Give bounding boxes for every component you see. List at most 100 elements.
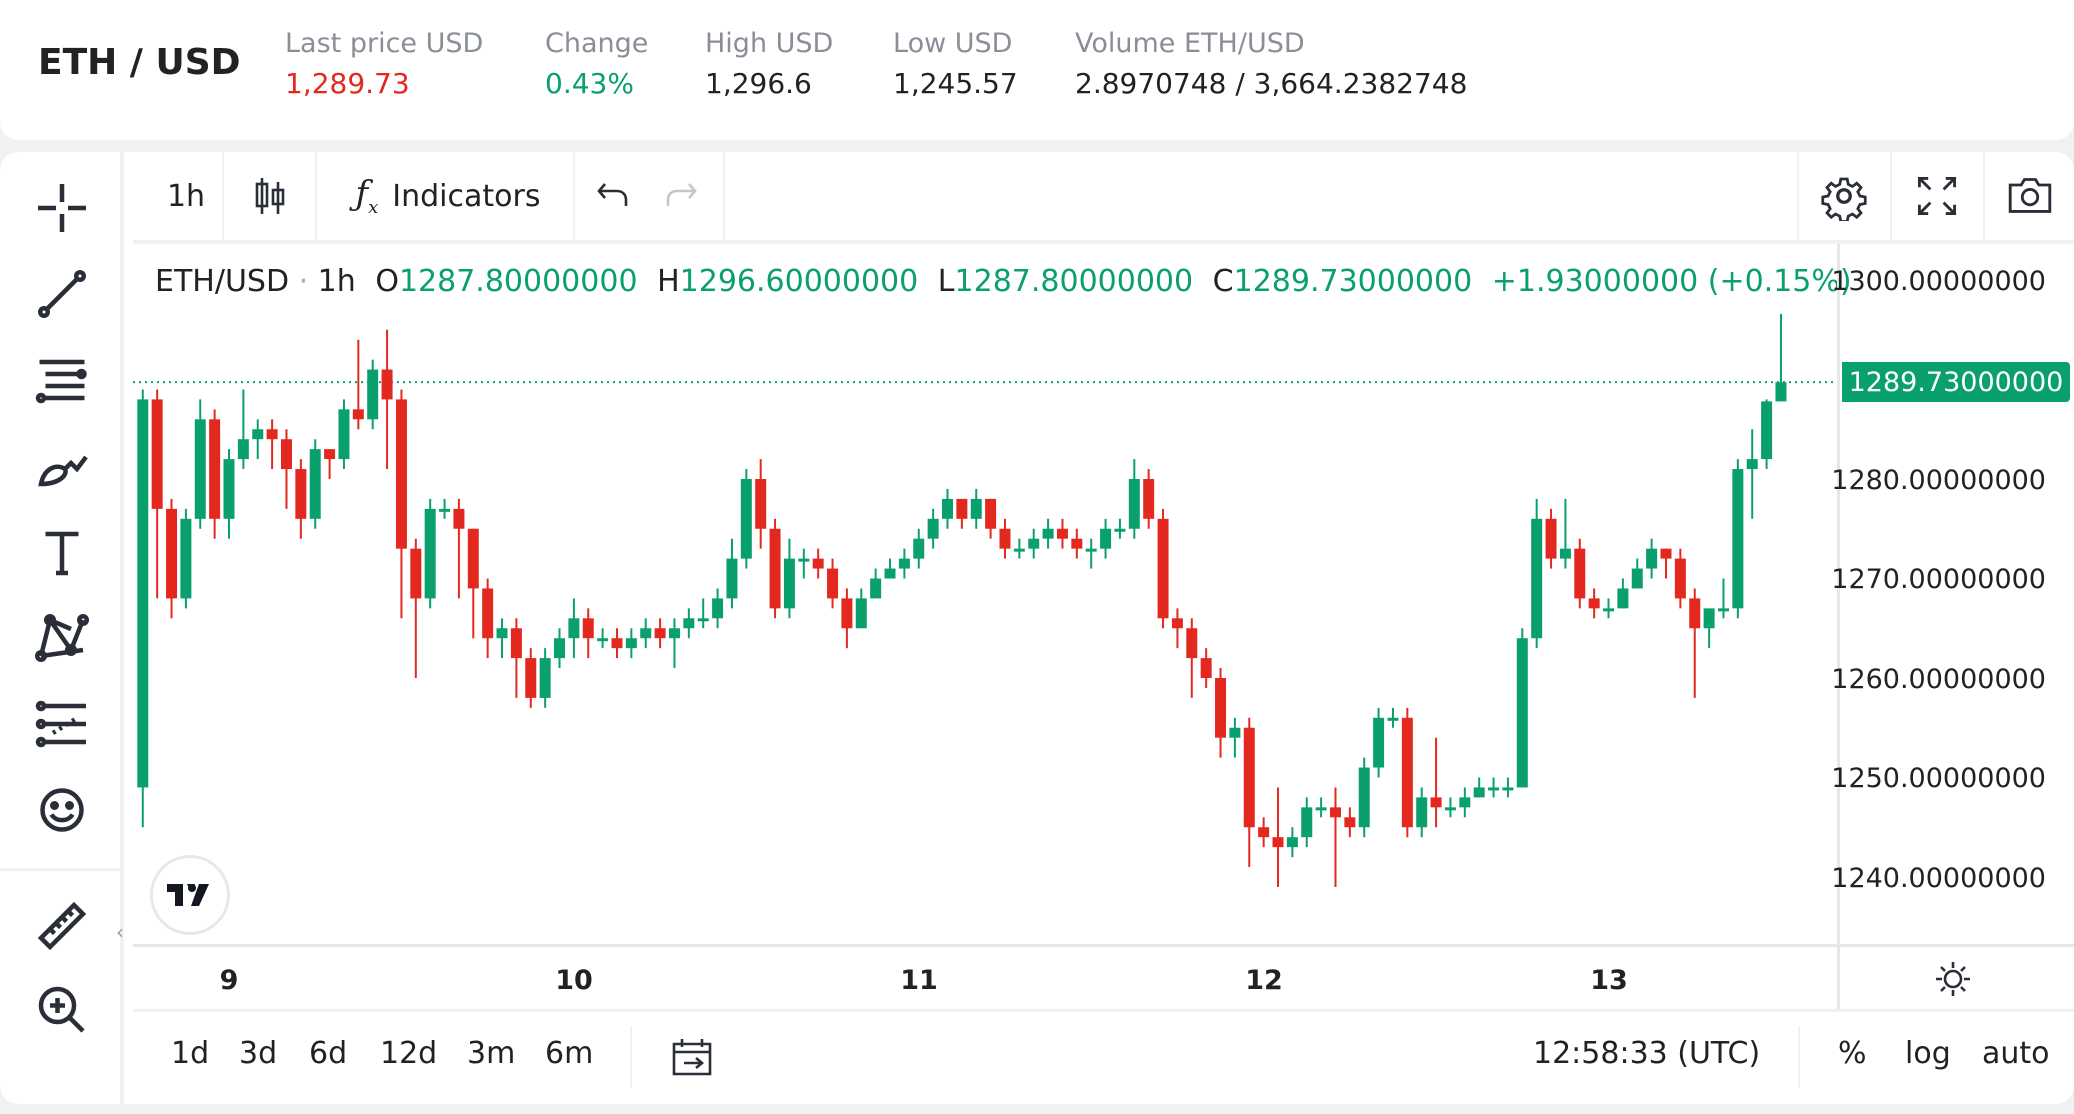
candle-body [395, 399, 407, 549]
candle-body [194, 419, 206, 519]
theme-toggle-sun-icon[interactable] [1933, 959, 1973, 999]
brush-icon[interactable] [30, 434, 94, 498]
ohlc-legend: ETH/USD · 1h O1287.80000000 H1296.600000… [155, 264, 1852, 299]
candle-body [611, 638, 623, 649]
redo-icon [666, 183, 697, 206]
candle-body [1085, 548, 1097, 552]
candle-body [1459, 797, 1471, 808]
legend-open: 1287.80000000 [398, 264, 638, 299]
candle-body [209, 419, 221, 519]
candle-body [1516, 638, 1528, 788]
candle-body [554, 638, 566, 659]
stat-last-price: Last price USD 1,289.73 [285, 28, 484, 100]
candle-body [1258, 827, 1270, 838]
price-tick: 1280.00000000 [1831, 465, 2046, 496]
range-6m[interactable]: 6m [545, 1036, 594, 1071]
trend-line-icon[interactable] [30, 262, 94, 326]
candle-body [884, 568, 896, 579]
legend-change: +1.93000000 (+0.15%) [1491, 264, 1852, 299]
candle-body [1502, 787, 1514, 791]
candle-body [1128, 479, 1140, 529]
tradingview-logo[interactable] [150, 855, 230, 935]
candle-body [1215, 678, 1227, 738]
range-12d[interactable]: 12d [380, 1036, 438, 1071]
fullscreen-icon [1917, 176, 1957, 216]
market-header: ETH / USD Last price USD 1,289.73 Change 0… [0, 0, 2074, 140]
text-icon[interactable] [30, 520, 94, 584]
legend-symbol: ETH/USD [155, 264, 290, 299]
candle-body [985, 498, 997, 529]
zoom-in-icon[interactable] [30, 978, 94, 1042]
candle-body [280, 439, 292, 470]
time-axis[interactable]: 9 10 11 12 13 [133, 944, 2074, 1012]
fullscreen-button[interactable] [1892, 152, 1982, 240]
candle-body [1531, 518, 1543, 639]
auto-scale-toggle[interactable]: auto [1982, 1036, 2050, 1071]
candle-body [1574, 548, 1586, 599]
ruler-icon[interactable] [30, 894, 94, 958]
calendar-goto-date-icon[interactable] [670, 1036, 714, 1078]
undo-button[interactable] [583, 152, 643, 240]
utc-clock[interactable]: 12:58:33 (UTC) [1533, 1036, 1761, 1071]
candle-body [841, 598, 853, 629]
drawing-toolbar: ‹ [0, 152, 124, 1104]
crosshair-icon[interactable] [30, 176, 94, 240]
candle-body [783, 558, 795, 609]
range-6d[interactable]: 6d [309, 1036, 348, 1071]
candle-body [496, 628, 508, 639]
separator [1983, 152, 1985, 240]
candle-body [424, 508, 436, 599]
candle-body [827, 568, 839, 599]
emoji-icon[interactable] [30, 778, 94, 842]
candle-body [927, 518, 939, 539]
candle-body [1401, 717, 1413, 828]
snapshot-button[interactable] [1985, 152, 2074, 240]
redo-button[interactable] [651, 152, 711, 240]
price-chart-pane[interactable] [133, 244, 1837, 944]
range-1d[interactable]: 1d [171, 1036, 210, 1071]
candles-icon [255, 178, 285, 214]
candle-body [1631, 568, 1643, 589]
indicators-button[interactable]: ƒx Indicators [355, 174, 541, 218]
candle-body [1373, 717, 1385, 768]
candle-body [1545, 518, 1557, 559]
chart-type-button[interactable] [225, 152, 315, 240]
stat-change: Change 0.43% [545, 28, 649, 100]
stat-volume: Volume ETH/USD 2.8970748 / 3,664.2382748 [1075, 28, 1468, 100]
prediction-icon[interactable] [30, 692, 94, 756]
candle-body [568, 618, 580, 639]
stat-high: High USD 1,296.6 [705, 28, 834, 100]
candle-body [726, 558, 738, 599]
percent-scale-toggle[interactable]: % [1838, 1036, 1867, 1071]
top-toolbar: 1h ƒx Indicators [133, 152, 2074, 244]
candle-body [1674, 558, 1686, 599]
separator [222, 152, 224, 240]
candle-body [367, 369, 379, 420]
candle-body [1171, 618, 1183, 629]
settings-button[interactable] [1799, 152, 1889, 240]
price-axis[interactable]: 1300.00000000 1280.00000000 1270.0000000… [1831, 244, 2074, 944]
candle-body [1732, 469, 1744, 609]
pattern-icon[interactable] [30, 606, 94, 670]
candle-body [324, 449, 336, 460]
candle-body [166, 508, 178, 599]
candle-body [1186, 628, 1198, 659]
interval-button[interactable]: 1h [166, 178, 206, 214]
candle-body [1243, 727, 1255, 828]
candle-body [309, 449, 321, 519]
candle-body [1143, 479, 1155, 519]
log-scale-toggle[interactable]: log [1905, 1036, 1951, 1071]
toolbar-divider [0, 868, 124, 871]
price-tick: 1250.00000000 [1831, 763, 2046, 794]
fib-lines-icon[interactable] [30, 348, 94, 412]
candle-body [1444, 807, 1456, 811]
range-3d[interactable]: 3d [239, 1036, 278, 1071]
collapse-toolbar-icon[interactable]: ‹ [116, 920, 124, 944]
separator [1797, 152, 1799, 240]
candle-body [137, 399, 149, 788]
candle-body [1301, 807, 1313, 838]
candle-body [510, 628, 522, 659]
candle-body [1042, 528, 1054, 539]
time-tick: 11 [900, 965, 938, 996]
range-3m[interactable]: 3m [467, 1036, 516, 1071]
